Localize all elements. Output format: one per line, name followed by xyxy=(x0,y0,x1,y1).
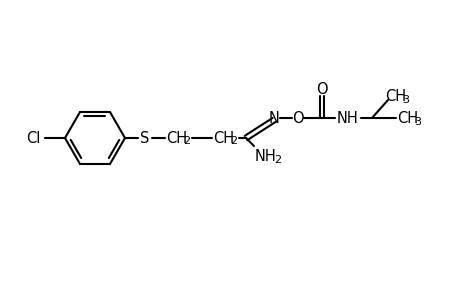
Text: 3: 3 xyxy=(414,116,420,127)
Text: O: O xyxy=(291,110,303,125)
Text: 2: 2 xyxy=(230,136,237,146)
Text: CH: CH xyxy=(213,130,234,146)
Text: CH: CH xyxy=(166,130,187,146)
Text: CH: CH xyxy=(397,110,418,125)
Text: 3: 3 xyxy=(402,95,409,105)
Text: 2: 2 xyxy=(183,136,190,146)
Text: NH: NH xyxy=(336,110,358,125)
Text: 2: 2 xyxy=(274,154,281,164)
Text: Cl: Cl xyxy=(27,130,41,146)
Text: N: N xyxy=(268,110,279,125)
Text: S: S xyxy=(140,130,149,146)
Text: O: O xyxy=(315,82,327,97)
Text: CH: CH xyxy=(385,88,406,104)
Text: NH: NH xyxy=(255,148,276,164)
